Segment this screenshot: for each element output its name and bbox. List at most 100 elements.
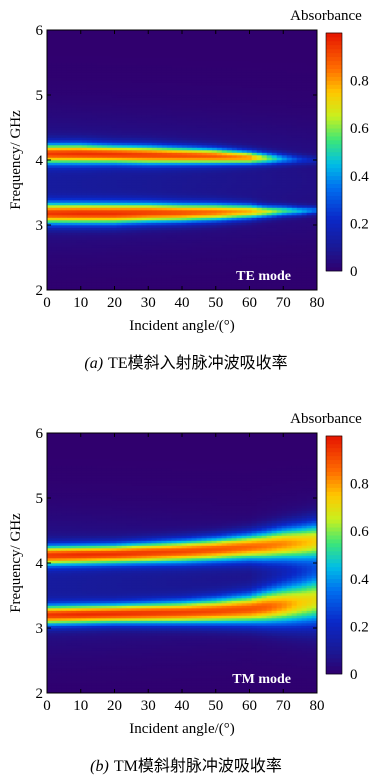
heatmap-cell <box>156 254 163 258</box>
heatmap-cell <box>206 199 213 203</box>
heatmap-cell <box>226 72 233 76</box>
heatmap-cell <box>221 247 228 251</box>
heatmap-cell <box>141 184 148 188</box>
heatmap-cell <box>201 82 208 86</box>
heatmap-cell <box>161 99 168 103</box>
heatmap-cell <box>66 257 73 261</box>
heatmap-cell <box>251 89 258 93</box>
heatmap-cell <box>241 214 248 218</box>
heatmap-cell <box>186 262 193 266</box>
heatmap-cell <box>76 122 83 126</box>
heatmap-cell <box>96 79 103 83</box>
heatmap-cell <box>231 159 238 163</box>
heatmap-cell <box>246 79 253 83</box>
heatmap-cell <box>141 179 148 183</box>
heatmap-cell <box>166 209 173 213</box>
heatmap-cell <box>221 129 228 133</box>
heatmap-cell <box>251 159 258 163</box>
heatmap-cell <box>51 134 58 138</box>
heatmap-cell <box>96 134 103 138</box>
heatmap-cell <box>201 87 208 91</box>
heatmap-cell <box>171 169 178 173</box>
heatmap-cell <box>266 284 273 288</box>
heatmap-cell <box>136 119 143 123</box>
heatmap-cell <box>271 239 278 243</box>
heatmap-cell <box>47 277 53 281</box>
heatmap-cell <box>56 139 63 143</box>
heatmap-cell <box>201 169 208 173</box>
heatmap-cell <box>271 232 278 236</box>
heatmap-cell <box>91 114 98 118</box>
heatmap-cell <box>96 30 103 33</box>
heatmap-cell <box>81 162 88 166</box>
heatmap-cell <box>276 177 283 181</box>
heatmap-cell <box>76 127 83 131</box>
heatmap-cell <box>126 239 133 243</box>
heatmap-cell <box>256 274 263 278</box>
heatmap-cell <box>71 287 78 290</box>
heatmap-cell <box>126 187 133 191</box>
heatmap-cell <box>76 114 83 118</box>
heatmap-cell <box>71 164 78 168</box>
heatmap-cell <box>171 44 178 48</box>
heatmap-cell <box>47 159 53 163</box>
heatmap-cell <box>261 92 268 96</box>
heatmap-cell <box>171 157 178 161</box>
heatmap-cell <box>276 32 283 36</box>
heatmap-cell <box>91 84 98 88</box>
heatmap-cell <box>186 167 193 171</box>
heatmap-cell <box>226 104 233 108</box>
heatmap-cell <box>241 264 248 268</box>
heatmap-cell <box>131 30 138 33</box>
heatmap-cell <box>231 137 238 141</box>
heatmap-cell <box>121 147 128 151</box>
heatmap-cell <box>131 277 138 281</box>
heatmap-cell <box>191 227 198 231</box>
heatmap-cell <box>47 142 53 146</box>
heatmap-cell <box>221 92 228 96</box>
heatmap-cell <box>51 37 58 41</box>
heatmap-cell <box>211 64 218 68</box>
heatmap-cell <box>81 37 88 41</box>
heatmap-cell <box>96 142 103 146</box>
heatmap-cell <box>151 277 158 281</box>
heatmap-cell <box>56 264 63 268</box>
heatmap-cell <box>186 194 193 198</box>
heatmap-cell <box>211 142 218 146</box>
heatmap-cell <box>81 82 88 86</box>
heatmap-cell <box>101 182 108 186</box>
heatmap-cell <box>96 42 103 46</box>
heatmap-cell <box>271 139 278 143</box>
heatmap-cell <box>116 94 123 98</box>
heatmap-cell <box>86 277 93 281</box>
heatmap-cell <box>191 59 198 63</box>
heatmap-cell <box>166 97 173 101</box>
heatmap-cell <box>101 117 108 121</box>
heatmap-cell <box>216 107 223 111</box>
heatmap-cell <box>261 177 268 181</box>
heatmap-cell <box>176 277 183 281</box>
heatmap-cell <box>51 254 58 258</box>
heatmap-cell <box>236 84 243 88</box>
heatmap-cell <box>111 104 118 108</box>
heatmap-cell <box>56 262 63 266</box>
heatmap-cell <box>276 149 283 153</box>
heatmap-cell <box>266 114 273 118</box>
heatmap-cell <box>196 204 203 208</box>
heatmap-cell <box>136 134 143 138</box>
heatmap-cell <box>271 94 278 98</box>
heatmap-cell <box>61 67 68 71</box>
heatmap-cell <box>276 49 283 53</box>
heatmap-cell <box>276 147 283 151</box>
heatmap-cell <box>161 114 168 118</box>
heatmap-cell <box>131 39 138 43</box>
heatmap-cell <box>231 212 238 216</box>
heatmap-cell <box>101 54 108 58</box>
heatmap-cell <box>206 209 213 213</box>
heatmap-cell <box>91 67 98 71</box>
heatmap-cell <box>166 67 173 71</box>
heatmap-cell <box>256 214 263 218</box>
heatmap-cell <box>126 249 133 253</box>
heatmap-cell <box>216 47 223 51</box>
heatmap-cell <box>186 224 193 228</box>
